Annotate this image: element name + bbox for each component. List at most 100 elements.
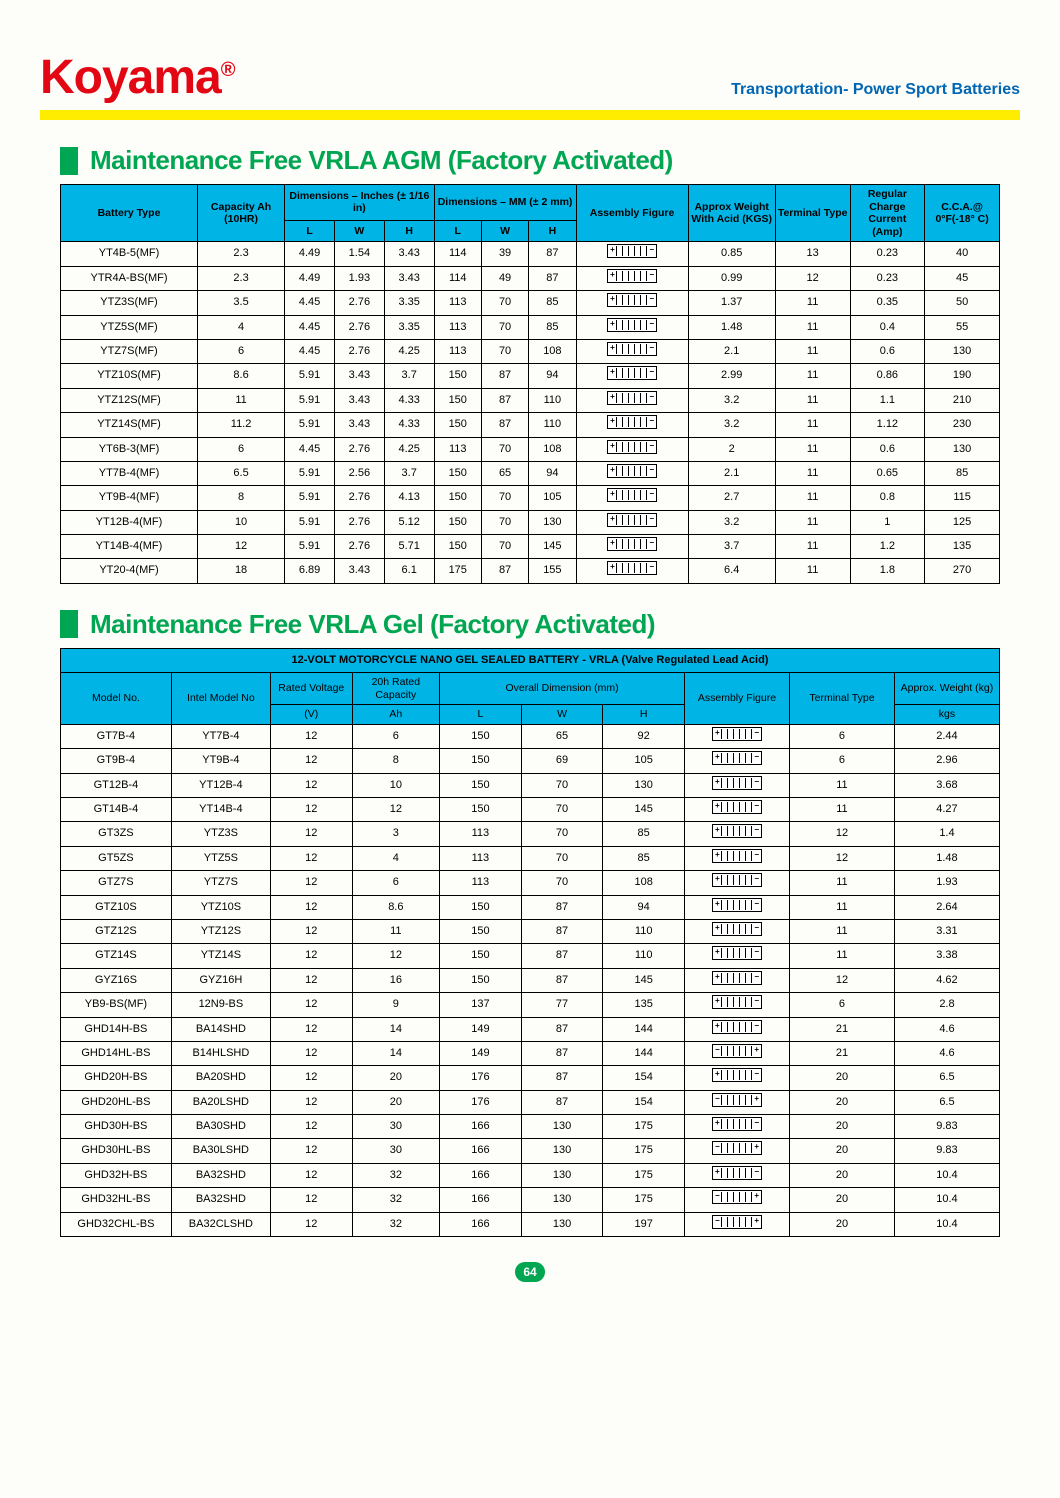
cell-type: YTR4A-BS(MF) bbox=[61, 266, 198, 290]
cell-hi: 4.25 bbox=[384, 339, 434, 363]
cell-w: 130 bbox=[521, 1115, 603, 1139]
table-row: YT7B-4(MF)6.55.912.563.71506594+−2.1110.… bbox=[61, 461, 1000, 485]
cell-fig: −+ bbox=[685, 1212, 790, 1236]
cell-intel: B14HLSHD bbox=[171, 1041, 270, 1065]
assembly-figure-icon: +− bbox=[607, 342, 657, 356]
assembly-figure-icon: +− bbox=[712, 776, 762, 790]
table-row: YTZ12S(MF)115.913.434.3315087110+−3.2111… bbox=[61, 388, 1000, 412]
cell-t: 11 bbox=[789, 895, 894, 919]
cell-v: 12 bbox=[270, 1066, 352, 1090]
cell-chg: 1.12 bbox=[850, 413, 925, 437]
page-number: 64 bbox=[515, 1262, 545, 1282]
table-row: YT14B-4(MF)125.912.765.7115070145+−3.711… bbox=[61, 535, 1000, 559]
cell-chg: 1 bbox=[850, 510, 925, 534]
cell-term: 13 bbox=[775, 242, 850, 266]
cell-wm: 70 bbox=[481, 535, 528, 559]
cell-wt: 2.44 bbox=[894, 724, 999, 748]
cell-term: 11 bbox=[775, 364, 850, 388]
cell-lm: 113 bbox=[434, 339, 481, 363]
table-row: YT12B-4(MF)105.912.765.1215070130+−3.211… bbox=[61, 510, 1000, 534]
assembly-figure-icon: +− bbox=[607, 464, 657, 478]
table-row: YTZ3S(MF)3.54.452.763.351137085+−1.37110… bbox=[61, 291, 1000, 315]
table-row: GT12B-4YT12B-4121015070130+−113.68 bbox=[61, 773, 1000, 797]
col-W-mm: W bbox=[481, 220, 528, 242]
cell-fig: +− bbox=[685, 968, 790, 992]
col-weight: Approx. Weight (kg) bbox=[894, 673, 999, 705]
assembly-figure-icon: +− bbox=[712, 849, 762, 863]
cell-model: YB9-BS(MF) bbox=[61, 993, 172, 1017]
cell-fig: +− bbox=[685, 1017, 790, 1041]
cell-wt: 3.68 bbox=[894, 773, 999, 797]
cell-w: 87 bbox=[521, 1066, 603, 1090]
assembly-figure-icon: +− bbox=[607, 415, 657, 429]
cell-model: GT9B-4 bbox=[61, 749, 172, 773]
cell-fig: +− bbox=[576, 242, 688, 266]
cell-h: 197 bbox=[603, 1212, 685, 1236]
cell-ah: 8 bbox=[352, 749, 439, 773]
cell-hm: 94 bbox=[529, 364, 576, 388]
cell-fig: +− bbox=[685, 846, 790, 870]
col-dim-inches: Dimensions – Inches (± 1/16 in) bbox=[285, 185, 434, 221]
cell-fig: +− bbox=[576, 437, 688, 461]
cell-cap: 8 bbox=[197, 486, 284, 510]
cell-intel: YTZ10S bbox=[171, 895, 270, 919]
assembly-figure-icon: +− bbox=[712, 824, 762, 838]
cell-t: 11 bbox=[789, 919, 894, 943]
cell-h: 154 bbox=[603, 1090, 685, 1114]
cell-type: YTZ7S(MF) bbox=[61, 339, 198, 363]
cell-wi: 2.76 bbox=[334, 535, 384, 559]
cell-h: 144 bbox=[603, 1017, 685, 1041]
table-row: GTZ7SYTZ7S12611370108+−111.93 bbox=[61, 871, 1000, 895]
cell-fig: +− bbox=[685, 1163, 790, 1187]
table-row: YT6B-3(MF)64.452.764.2511370108+−2110.61… bbox=[61, 437, 1000, 461]
table-row: YTZ14S(MF)11.25.913.434.3315087110+−3.21… bbox=[61, 413, 1000, 437]
assembly-figure-icon: +− bbox=[712, 1117, 762, 1131]
cell-term: 12 bbox=[775, 266, 850, 290]
assembly-figure-icon: +− bbox=[607, 269, 657, 283]
cell-model: GTZ7S bbox=[61, 871, 172, 895]
assembly-figure-icon: +− bbox=[607, 440, 657, 454]
cell-wm: 87 bbox=[481, 413, 528, 437]
cell-wt: 4.27 bbox=[894, 797, 999, 821]
cell-t: 11 bbox=[789, 797, 894, 821]
cell-intel: YT14B-4 bbox=[171, 797, 270, 821]
assembly-figure-icon: +− bbox=[712, 971, 762, 985]
cell-l: 150 bbox=[440, 773, 522, 797]
section-2-title: Maintenance Free VRLA Gel (Factory Activ… bbox=[90, 609, 655, 640]
col-assembly: Assembly Figure bbox=[576, 185, 688, 242]
cell-lm: 150 bbox=[434, 510, 481, 534]
cell-term: 11 bbox=[775, 486, 850, 510]
cell-chg: 0.35 bbox=[850, 291, 925, 315]
assembly-figure-icon: +− bbox=[712, 898, 762, 912]
cell-wt: 3.7 bbox=[688, 535, 775, 559]
cell-chg: 0.23 bbox=[850, 242, 925, 266]
cell-h: 105 bbox=[603, 749, 685, 773]
cell-model: GHD14HL-BS bbox=[61, 1041, 172, 1065]
cell-li: 4.45 bbox=[285, 339, 335, 363]
cell-w: 87 bbox=[521, 968, 603, 992]
cell-w: 70 bbox=[521, 797, 603, 821]
cell-l: 113 bbox=[440, 846, 522, 870]
cell-wt: 2.1 bbox=[688, 339, 775, 363]
cell-wi: 3.43 bbox=[334, 364, 384, 388]
cell-chg: 1.1 bbox=[850, 388, 925, 412]
cell-wm: 87 bbox=[481, 559, 528, 583]
cell-hi: 3.35 bbox=[384, 315, 434, 339]
cell-model: GT7B-4 bbox=[61, 724, 172, 748]
col-H-in: H bbox=[384, 220, 434, 242]
cell-lm: 150 bbox=[434, 535, 481, 559]
cell-cap: 11.2 bbox=[197, 413, 284, 437]
cell-v: 12 bbox=[270, 1115, 352, 1139]
cell-wt: 0.99 bbox=[688, 266, 775, 290]
cell-cap: 6 bbox=[197, 339, 284, 363]
cell-model: GT5ZS bbox=[61, 846, 172, 870]
assembly-figure-icon: +− bbox=[712, 1068, 762, 1082]
page-number-container: 64 bbox=[40, 1262, 1020, 1282]
col-weight: Approx Weight With Acid (KGS) bbox=[688, 185, 775, 242]
table-row: GTZ10SYTZ10S128.61508794+−112.64 bbox=[61, 895, 1000, 919]
cell-l: 137 bbox=[440, 993, 522, 1017]
cell-cap: 6 bbox=[197, 437, 284, 461]
cell-type: YTZ5S(MF) bbox=[61, 315, 198, 339]
cell-w: 70 bbox=[521, 822, 603, 846]
cell-wt: 3.2 bbox=[688, 510, 775, 534]
